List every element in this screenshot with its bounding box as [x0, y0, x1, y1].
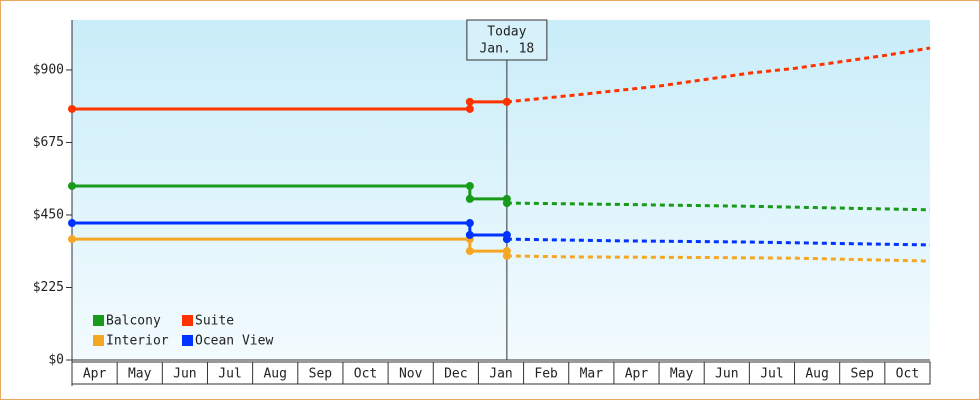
today-box	[466, 19, 548, 61]
point	[465, 219, 474, 228]
point	[502, 97, 511, 106]
legend-label: Balcony	[106, 314, 161, 329]
x-tick-label: Aug	[263, 367, 286, 382]
legend-label: Interior	[106, 334, 169, 349]
history-line	[72, 184, 507, 201]
point	[465, 194, 474, 203]
point	[502, 199, 511, 208]
y-tick-label: $225	[33, 280, 64, 295]
x-tick-label: Sep	[851, 367, 875, 382]
x-tick-label: Dec	[444, 367, 467, 382]
y-tick-label: $675	[33, 135, 64, 150]
forecast-line	[506, 201, 931, 212]
point	[465, 181, 474, 190]
x-tick-label: Aug	[805, 367, 828, 382]
x-tick-label: Nov	[399, 367, 423, 382]
point	[465, 97, 474, 106]
x-tick-label: Jul	[760, 367, 783, 382]
x-tick-label: Oct	[354, 367, 377, 382]
x-tick-label: Apr	[83, 367, 107, 382]
x-tick-label: Jun	[715, 367, 738, 382]
point	[502, 235, 511, 244]
point	[68, 235, 76, 244]
x-tick-label: May	[670, 367, 694, 382]
forecast-line	[506, 46, 931, 104]
point	[68, 104, 76, 113]
y-tick-label: $900	[33, 62, 64, 77]
legend-label: Ocean View	[195, 334, 273, 349]
point	[465, 247, 474, 256]
point	[68, 181, 76, 190]
x-tick-label: Sep	[309, 367, 333, 382]
legend-label: Suite	[195, 314, 234, 329]
y-tick-label: $0	[48, 353, 64, 368]
legend-swatch	[93, 335, 104, 346]
x-tick-label: Jul	[218, 367, 241, 382]
history-line	[72, 221, 507, 237]
point	[465, 104, 474, 113]
point	[502, 251, 511, 260]
x-tick-label: Jan	[489, 367, 512, 382]
point	[465, 230, 474, 239]
x-tick-label: Mar	[580, 367, 604, 382]
history-line	[72, 237, 507, 253]
point	[68, 219, 76, 228]
x-tick-label: Oct	[896, 367, 919, 382]
x-tick-label: May	[128, 367, 152, 382]
legend-swatch	[182, 315, 193, 326]
legend-swatch	[182, 335, 193, 346]
x-tick-label: Feb	[534, 367, 558, 382]
legend-swatch	[93, 315, 104, 326]
plot-area	[72, 20, 930, 360]
forecast-line	[506, 237, 931, 247]
x-tick-label: Apr	[625, 367, 649, 382]
x-tick-label: Jun	[173, 367, 196, 382]
today-label: Today	[487, 25, 526, 40]
y-tick-label: $450	[33, 207, 64, 222]
today-label: Jan. 18	[479, 42, 534, 57]
